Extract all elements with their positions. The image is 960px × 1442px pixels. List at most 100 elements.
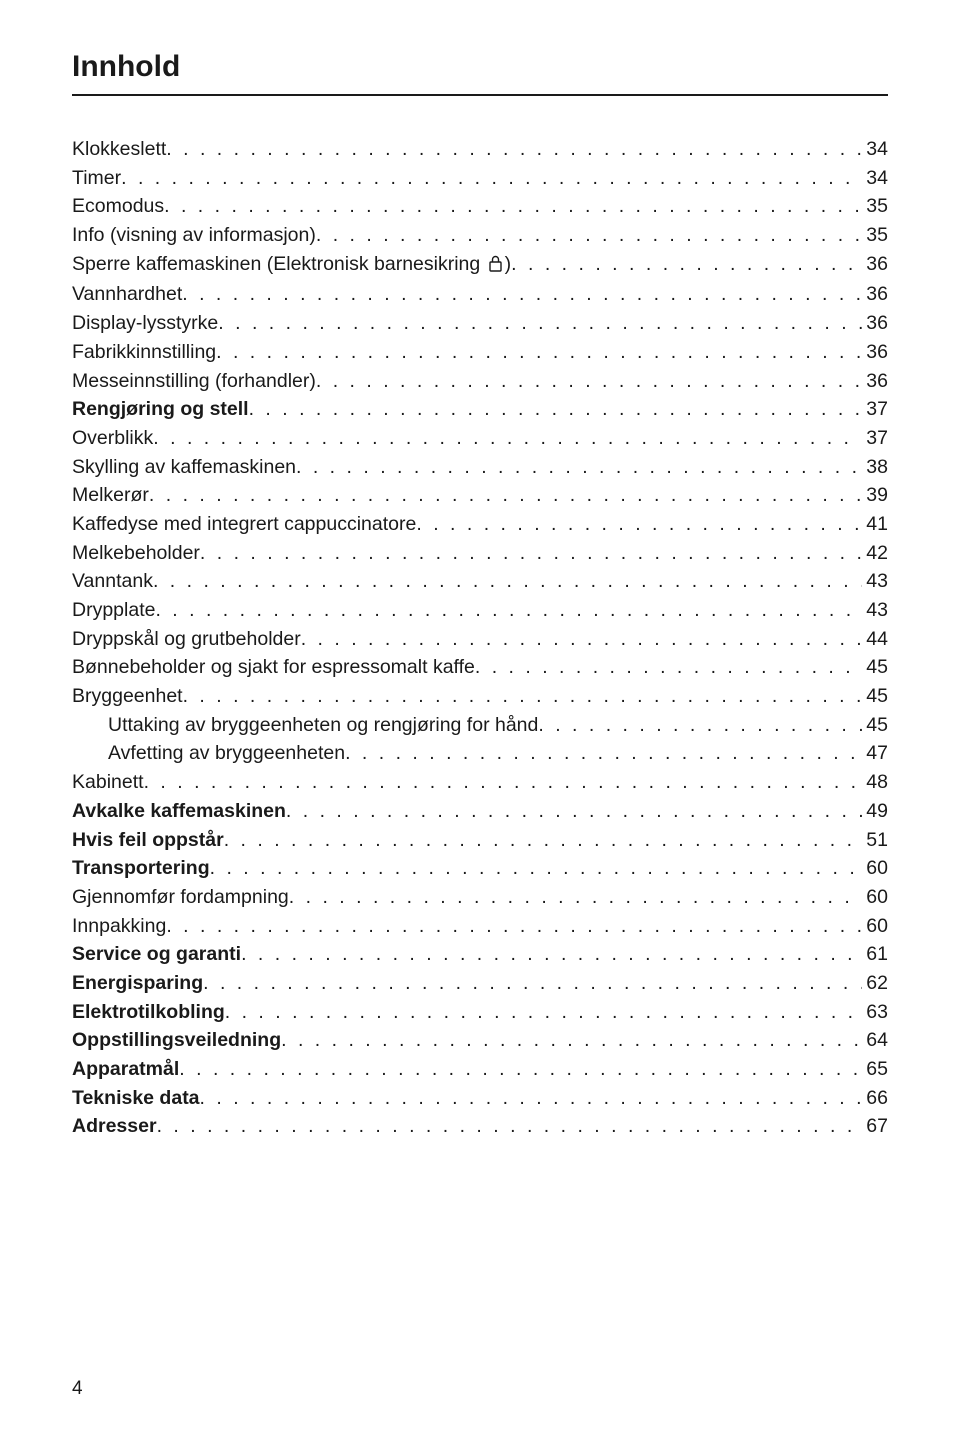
- toc-label: Sperre kaffemaskinen (Elektronisk barnes…: [72, 255, 511, 277]
- toc-label: Transportering: [72, 859, 210, 879]
- toc-leader-dots: [475, 658, 862, 678]
- toc-entry: Tekniske data 66: [72, 1089, 888, 1109]
- page-title: Innhold: [72, 50, 888, 96]
- toc-label: Melkerør: [72, 486, 149, 506]
- toc-label: Display-lysstyrke: [72, 314, 218, 334]
- toc-leader-dots: [345, 744, 862, 764]
- toc-page-number: 61: [862, 945, 888, 965]
- toc-entry: Bryggeenhet 45: [72, 687, 888, 707]
- toc-label: Gjennomfør fordampning: [72, 888, 289, 908]
- toc-label: Energisparing: [72, 974, 203, 994]
- toc-page-number: 51: [862, 831, 888, 851]
- toc-label: Ecomodus: [72, 197, 164, 217]
- toc-label: Messeinnstilling (forhandler): [72, 372, 316, 392]
- toc-label: Info (visning av informasjon): [72, 226, 316, 246]
- toc-leader-dots: [249, 400, 863, 420]
- toc-entry: Innpakking60: [72, 917, 888, 937]
- toc-label: Timer: [72, 169, 121, 189]
- toc-leader-dots: [281, 1031, 862, 1051]
- toc-label: Klokkeslett: [72, 140, 166, 160]
- toc-entry: Dryppskål og grutbeholder44: [72, 630, 888, 650]
- toc-page-number: 62: [862, 974, 888, 994]
- toc-leader-dots: [218, 314, 862, 334]
- toc-page-number: 36: [862, 285, 888, 305]
- toc-label: Drypplate: [72, 601, 155, 621]
- toc-entry: Sperre kaffemaskinen (Elektronisk barnes…: [72, 255, 888, 277]
- toc-label: Skylling av kaffemaskinen: [72, 458, 296, 478]
- toc-leader-dots: [316, 226, 862, 246]
- toc-entry: Energisparing 62: [72, 974, 888, 994]
- toc-page-number: 43: [862, 572, 888, 592]
- toc-entry: Service og garanti 61: [72, 945, 888, 965]
- toc-entry: Rengjøring og stell37: [72, 400, 888, 420]
- toc-entry: Melkebeholder 42: [72, 544, 888, 564]
- toc-label: Elektrotilkobling: [72, 1003, 225, 1023]
- toc-page-number: 66: [862, 1089, 888, 1109]
- toc-label: Hvis feil oppstår: [72, 831, 224, 851]
- toc-label: Dryppskål og grutbeholder: [72, 630, 301, 650]
- toc-leader-dots: [144, 773, 863, 793]
- toc-label: Service og garanti: [72, 945, 241, 965]
- toc-leader-dots: [153, 429, 862, 449]
- table-of-contents: Klokkeslett34 Timer 34 Ecomodus 35 Info (visn…: [72, 140, 888, 1137]
- toc-entry: Messeinnstilling (forhandler)36: [72, 372, 888, 392]
- toc-leader-dots: [166, 140, 862, 160]
- toc-leader-dots: [149, 486, 862, 506]
- toc-entry: Hvis feil oppstår 51: [72, 831, 888, 851]
- toc-entry: Avfetting av bryggeenheten47: [72, 744, 888, 764]
- toc-label: Vannhardhet: [72, 285, 182, 305]
- toc-leader-dots: [289, 888, 863, 908]
- toc-label: Melkebeholder: [72, 544, 200, 564]
- toc-label: Bønnebeholder og sjakt for espressomalt …: [72, 658, 475, 678]
- toc-entry: Drypplate43: [72, 601, 888, 621]
- toc-page-number: 60: [862, 917, 888, 937]
- toc-page-number: 45: [862, 687, 888, 707]
- toc-entry: Kaffedyse med integrert cappuccinatore41: [72, 515, 888, 535]
- toc-entry: Bønnebeholder og sjakt for espressomalt …: [72, 658, 888, 678]
- toc-label: Vanntank: [72, 572, 153, 592]
- toc-label: Tekniske data: [72, 1089, 200, 1109]
- toc-leader-dots: [511, 255, 862, 275]
- toc-page-number: 64: [862, 1031, 888, 1051]
- toc-entry: Display-lysstyrke 36: [72, 314, 888, 334]
- toc-label: Bryggeenhet: [72, 687, 183, 707]
- toc-page-number: 42: [862, 544, 888, 564]
- toc-label: Kabinett: [72, 773, 144, 793]
- toc-page-number: 36: [862, 343, 888, 363]
- toc-page-number: 67: [862, 1117, 888, 1137]
- toc-page-number: 34: [862, 169, 888, 189]
- toc-entry: Transportering60: [72, 859, 888, 879]
- toc-leader-dots: [166, 917, 862, 937]
- toc-entry: Info (visning av informasjon)35: [72, 226, 888, 246]
- toc-entry: Overblikk37: [72, 429, 888, 449]
- toc-leader-dots: [416, 515, 862, 535]
- toc-entry: Adresser67: [72, 1117, 888, 1137]
- toc-entry: Gjennomfør fordampning 60: [72, 888, 888, 908]
- toc-label: Apparatmål: [72, 1060, 179, 1080]
- toc-leader-dots: [179, 1060, 862, 1080]
- toc-page-number: 39: [862, 486, 888, 506]
- toc-page-number: 36: [862, 314, 888, 334]
- toc-entry: Vannhardhet 36: [72, 285, 888, 305]
- toc-label: Oppstillingsveiledning: [72, 1031, 281, 1051]
- toc-entry: Klokkeslett34: [72, 140, 888, 160]
- toc-page-number: 48: [862, 773, 888, 793]
- toc-entry: Avkalke kaffemaskinen49: [72, 802, 888, 822]
- toc-leader-dots: [296, 458, 862, 478]
- toc-page-number: 65: [862, 1060, 888, 1080]
- toc-entry: Kabinett 48: [72, 773, 888, 793]
- toc-entry: Uttaking av bryggeenheten og rengjøring …: [72, 716, 888, 736]
- toc-label: Avfetting av bryggeenheten: [72, 744, 345, 764]
- toc-entry: Ecomodus 35: [72, 197, 888, 217]
- toc-page-number: 37: [862, 429, 888, 449]
- toc-entry: Skylling av kaffemaskinen38: [72, 458, 888, 478]
- toc-page-number: 36: [862, 255, 888, 275]
- toc-page-number: 35: [862, 197, 888, 217]
- toc-leader-dots: [157, 1117, 863, 1137]
- toc-page-number: 60: [862, 888, 888, 908]
- toc-leader-dots: [210, 859, 863, 879]
- toc-entry: Melkerør 39: [72, 486, 888, 506]
- toc-label: Uttaking av bryggeenheten og rengjøring …: [72, 716, 538, 736]
- toc-label: Rengjøring og stell: [72, 400, 249, 420]
- toc-label: Avkalke kaffemaskinen: [72, 802, 286, 822]
